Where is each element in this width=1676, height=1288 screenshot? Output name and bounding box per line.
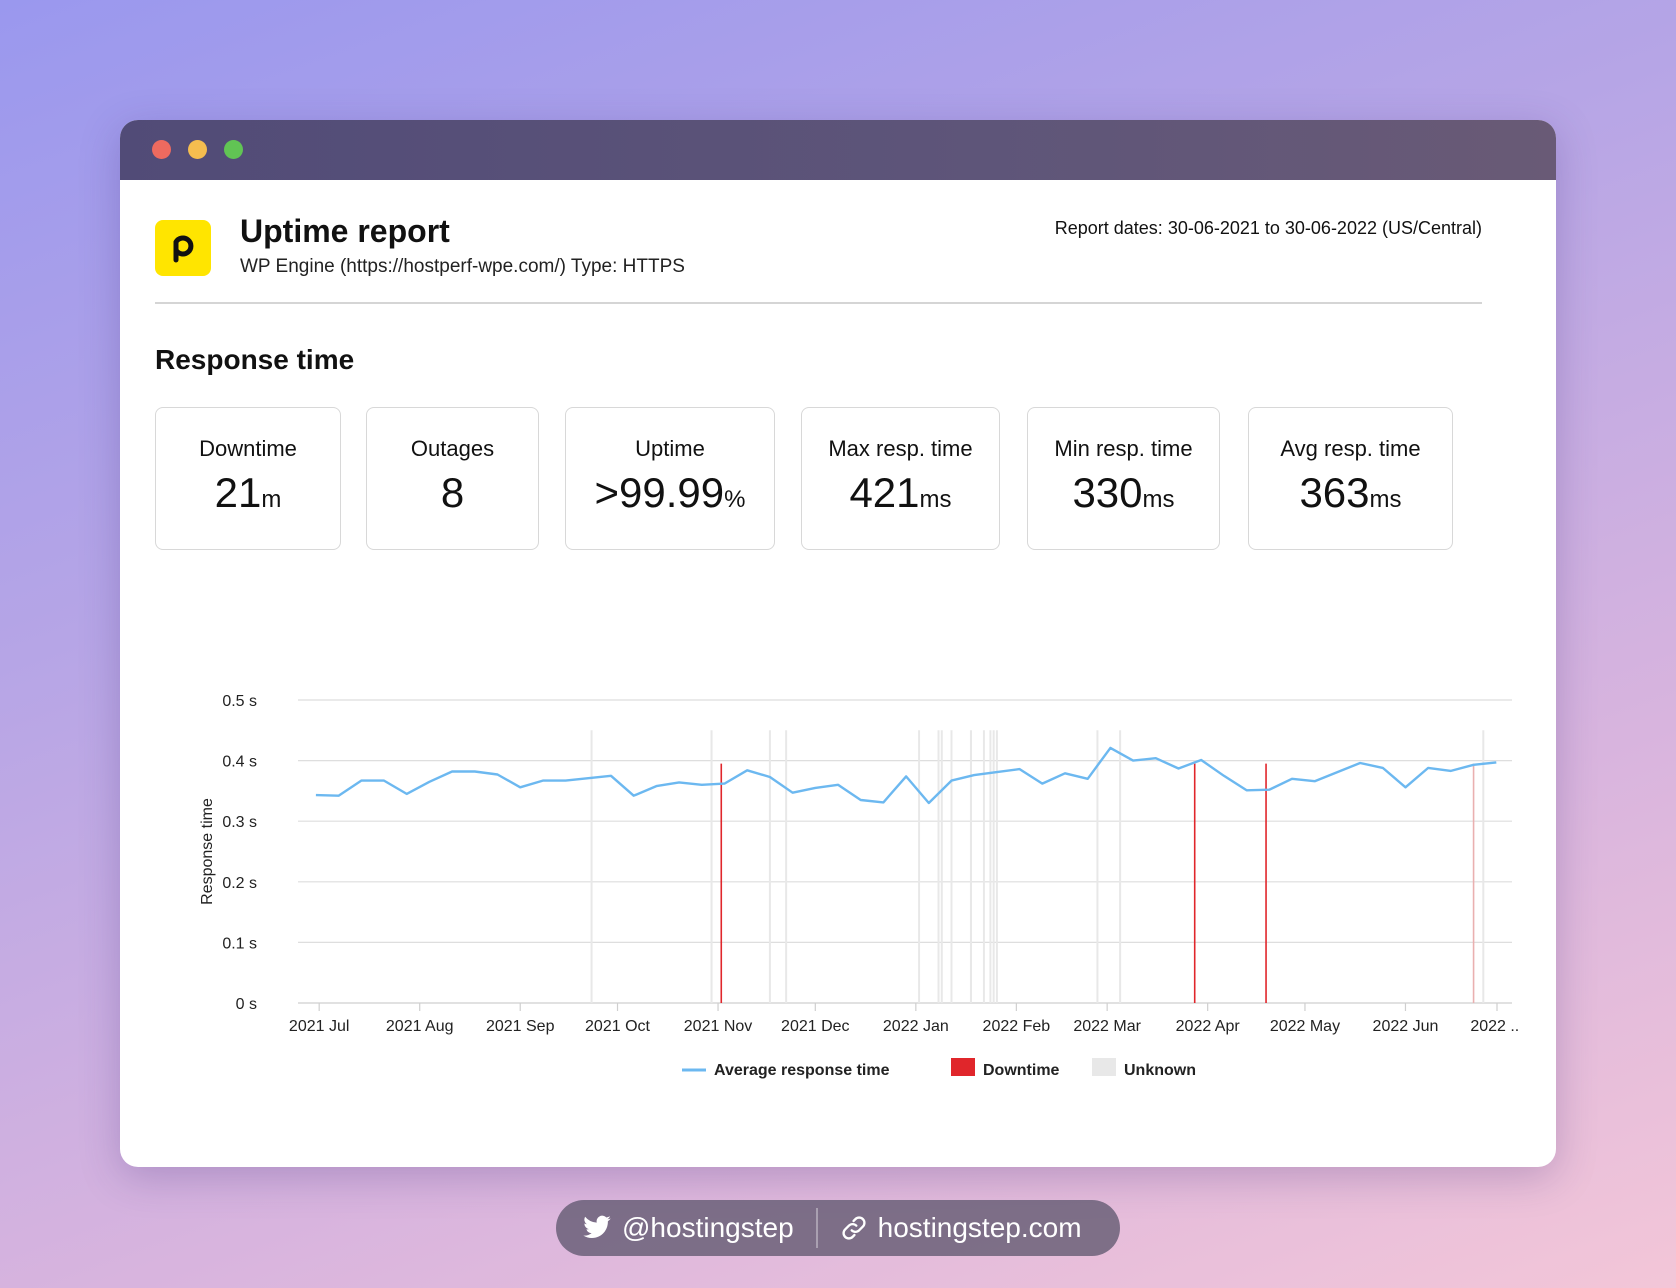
report-dates: Report dates: 30-06-2021 to 30-06-2022 (…	[1054, 218, 1482, 238]
pill-separator	[815, 1208, 818, 1248]
twitter-link[interactable]: @hostingstep	[582, 1212, 794, 1244]
close-window-button[interactable]	[152, 140, 171, 159]
header-divider	[155, 302, 1482, 304]
stat-label: Outages	[410, 436, 495, 461]
legend-swatch-unknown	[1092, 1058, 1116, 1076]
y-tick-label: 0.1 s	[222, 935, 257, 952]
series-line-average-response-time	[315, 746, 1497, 805]
report-window: Uptime report WP Engine (https://hostper…	[120, 120, 1556, 1167]
legend-label-downtime: Downtime	[983, 1062, 1060, 1079]
x-tick-label: 2021 Oct	[585, 1018, 650, 1035]
y-tick-label: 0 s	[236, 996, 257, 1013]
window-titlebar	[120, 120, 1556, 180]
legend-label-unknown: Unknown	[1124, 1062, 1196, 1079]
x-tick-label: 2021 Aug	[386, 1018, 454, 1035]
y-tick-label: 0.4 s	[222, 754, 257, 771]
legend-label-average-response-time: Average response time	[714, 1062, 890, 1079]
stat-value: 21m	[214, 469, 282, 516]
x-tick-label: 2021 Nov	[684, 1018, 753, 1035]
stat-card-avg-resp-time: Avg resp. time 363ms	[1248, 407, 1453, 550]
stat-label: Avg resp. time	[1280, 436, 1421, 461]
x-tick-label: 2022 Feb	[983, 1018, 1051, 1035]
page-title: Uptime report	[240, 213, 450, 249]
stat-label: Downtime	[199, 436, 297, 461]
stat-value: 421ms	[849, 469, 952, 516]
stat-value: 363ms	[1299, 469, 1402, 516]
x-tick-label: 2022 Apr	[1176, 1018, 1241, 1035]
response-time-chart: 0 s 0.1 s 0.2 s 0.3 s 0.4 s 0.5 s Response tim…	[199, 693, 1520, 1079]
stat-label: Max resp. time	[828, 436, 973, 461]
twitter-handle: @hostingstep	[622, 1212, 794, 1243]
x-tick-label: 2021 Jul	[289, 1018, 350, 1035]
maximize-window-button[interactable]	[224, 140, 243, 159]
x-tick-label: 2022 May	[1270, 1018, 1340, 1035]
stat-card-uptime: Uptime >99.99%	[565, 407, 775, 550]
stat-card-min-resp-time: Min resp. time 330ms	[1027, 407, 1220, 550]
stat-card-max-resp-time: Max resp. time 421ms	[801, 407, 1000, 550]
website-url: hostingstep.com	[877, 1212, 1082, 1243]
link-icon	[842, 1216, 866, 1240]
stat-card-downtime: Downtime 21m	[155, 407, 341, 550]
x-tick-label: 2022 ...	[1470, 1018, 1520, 1035]
pingdom-logo-icon	[155, 220, 211, 276]
stat-label: Min resp. time	[1054, 436, 1193, 461]
minimize-window-button[interactable]	[188, 140, 207, 159]
monitor-subtitle: WP Engine (https://hostperf-wpe.com/) Ty…	[240, 256, 685, 277]
stat-card-outages: Outages 8	[366, 407, 539, 550]
x-tick-label: 2021 Dec	[781, 1018, 850, 1035]
stat-value: 8	[440, 469, 465, 516]
x-tick-label: 2021 Sep	[486, 1018, 555, 1035]
y-tick-label: 0.2 s	[222, 875, 257, 892]
stat-label: Uptime	[635, 436, 705, 461]
y-axis-label: Response time	[199, 798, 216, 905]
stat-value: >99.99%	[594, 469, 746, 516]
x-tick-label: 2022 Mar	[1073, 1018, 1141, 1035]
legend-swatch-downtime	[951, 1058, 975, 1076]
section-title: Response time	[155, 344, 355, 375]
y-tick-label: 0.5 s	[222, 693, 257, 710]
twitter-icon	[583, 1215, 611, 1239]
y-tick-label: 0.3 s	[222, 814, 257, 831]
x-tick-label: 2022 Jan	[883, 1018, 949, 1035]
footer-social-pill: @hostingstep hostingstep.com	[556, 1200, 1120, 1256]
stat-value: 330ms	[1072, 469, 1175, 516]
x-tick-label: 2022 Jun	[1373, 1018, 1439, 1035]
website-link[interactable]: hostingstep.com	[840, 1212, 1082, 1244]
